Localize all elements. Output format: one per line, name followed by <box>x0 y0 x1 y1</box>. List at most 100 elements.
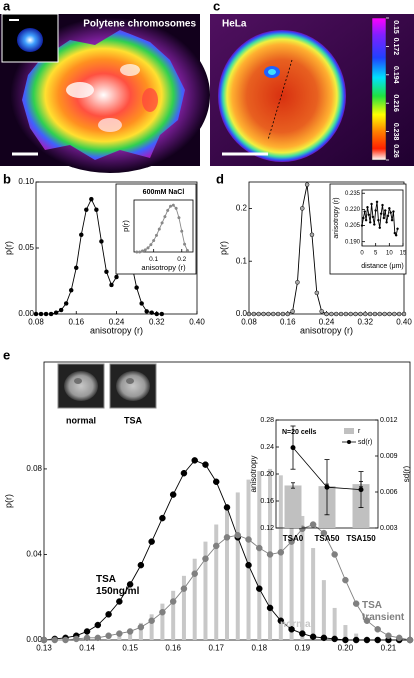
data-point <box>386 214 390 218</box>
y-tick-label: 0.00 <box>26 635 42 644</box>
data-point <box>94 621 102 629</box>
data-point <box>394 233 398 237</box>
data-point <box>234 531 242 539</box>
data-point <box>342 636 349 644</box>
x-axis-label: anisotropy (r) <box>300 325 353 335</box>
data-point <box>51 636 59 644</box>
y-tick-label: 0.05 <box>18 243 34 252</box>
data-point <box>367 311 373 317</box>
bar <box>332 607 337 640</box>
data-point <box>159 514 166 522</box>
data-point <box>364 218 368 222</box>
data-point <box>353 311 358 317</box>
data-point <box>266 551 274 558</box>
data-point <box>377 311 383 317</box>
y2-axis-label: sd(r) <box>402 465 411 482</box>
data-point <box>40 636 48 644</box>
data-point <box>363 311 368 317</box>
y-axis-label: anisotropy (r) <box>333 197 340 238</box>
data-point <box>320 529 328 537</box>
data-point <box>387 311 392 317</box>
series-label: TSA 150ng/ml <box>96 574 140 597</box>
data-point <box>126 581 134 588</box>
plot-frame <box>133 199 194 253</box>
data-point <box>157 227 161 231</box>
x-tick-label: 0.32 <box>357 318 373 327</box>
panel-letter: d <box>216 171 224 186</box>
image-title: HeLa <box>222 19 247 30</box>
data-point <box>314 290 320 296</box>
thumbnail-nucleolus <box>74 378 82 384</box>
data-point <box>342 576 349 584</box>
data-point <box>390 218 394 222</box>
y2-tick-label: 0.012 <box>380 417 398 424</box>
data-point <box>324 311 329 317</box>
bar <box>235 492 240 640</box>
x-tick-label: 0.18 <box>252 644 268 653</box>
x-axis-label: distance (μm) <box>361 263 404 270</box>
plot-frame <box>361 189 404 247</box>
thumbnail-nucleolus <box>126 378 134 384</box>
data-point <box>152 239 156 243</box>
x-tick-label: 0.24 <box>319 318 335 327</box>
x-tick-label: 0.19 <box>295 644 311 653</box>
x-tick-label: 0.08 <box>28 318 44 327</box>
bar <box>214 524 219 640</box>
data-point <box>333 311 339 317</box>
data-point <box>163 215 167 219</box>
bar <box>289 490 294 640</box>
x-tick-label: 0.21 <box>381 644 397 653</box>
bar <box>278 475 283 640</box>
data-point <box>144 309 149 314</box>
panel-a-image <box>0 13 210 173</box>
data-point <box>191 457 198 464</box>
data-point <box>362 216 365 220</box>
data-point <box>331 551 338 558</box>
panel-letter: c <box>213 0 220 13</box>
bar <box>321 580 326 640</box>
y-tick-label: 0.04 <box>26 550 42 559</box>
data-point <box>223 534 231 541</box>
data-point <box>58 307 64 313</box>
data-point <box>329 311 334 317</box>
data-point <box>363 636 371 644</box>
data-point <box>288 626 295 633</box>
data-point <box>360 224 364 227</box>
data-point <box>137 561 145 569</box>
data-point <box>396 227 399 231</box>
panel-letter: e <box>3 347 10 362</box>
x-axis-label: anisotropy (r) <box>90 325 143 335</box>
data-point <box>83 634 91 642</box>
data-point <box>371 215 375 219</box>
data-point <box>256 585 263 592</box>
data-point <box>223 504 231 511</box>
data-point <box>169 598 177 605</box>
data-point <box>392 311 397 317</box>
inset-box <box>115 183 197 275</box>
data-point <box>105 611 112 618</box>
data-point <box>401 311 407 317</box>
data-point <box>396 311 402 317</box>
data-point <box>338 311 344 317</box>
y-tick-label: 0.20 <box>260 471 274 478</box>
data-point <box>148 617 155 625</box>
data-point <box>38 311 44 317</box>
data-point <box>246 311 252 317</box>
data-point <box>375 200 379 204</box>
thumbnail-label: TSA <box>124 415 143 425</box>
bar <box>181 575 186 640</box>
data-point <box>116 630 123 637</box>
x-tick-label: 0.32 <box>149 318 165 327</box>
bar <box>246 479 251 640</box>
y-tick-label: 0.16 <box>260 498 274 505</box>
x-tick-label: 0 <box>360 250 364 256</box>
data-point <box>266 604 274 612</box>
series-label: normal <box>280 619 314 630</box>
x-tick-label: 0.14 <box>79 644 95 653</box>
data-point <box>166 208 170 212</box>
bar <box>311 548 316 640</box>
y-tick-label: 0.00 <box>18 309 34 318</box>
y-tick-label: 0.08 <box>26 464 42 473</box>
data-point <box>74 265 79 271</box>
data-point <box>406 636 414 644</box>
